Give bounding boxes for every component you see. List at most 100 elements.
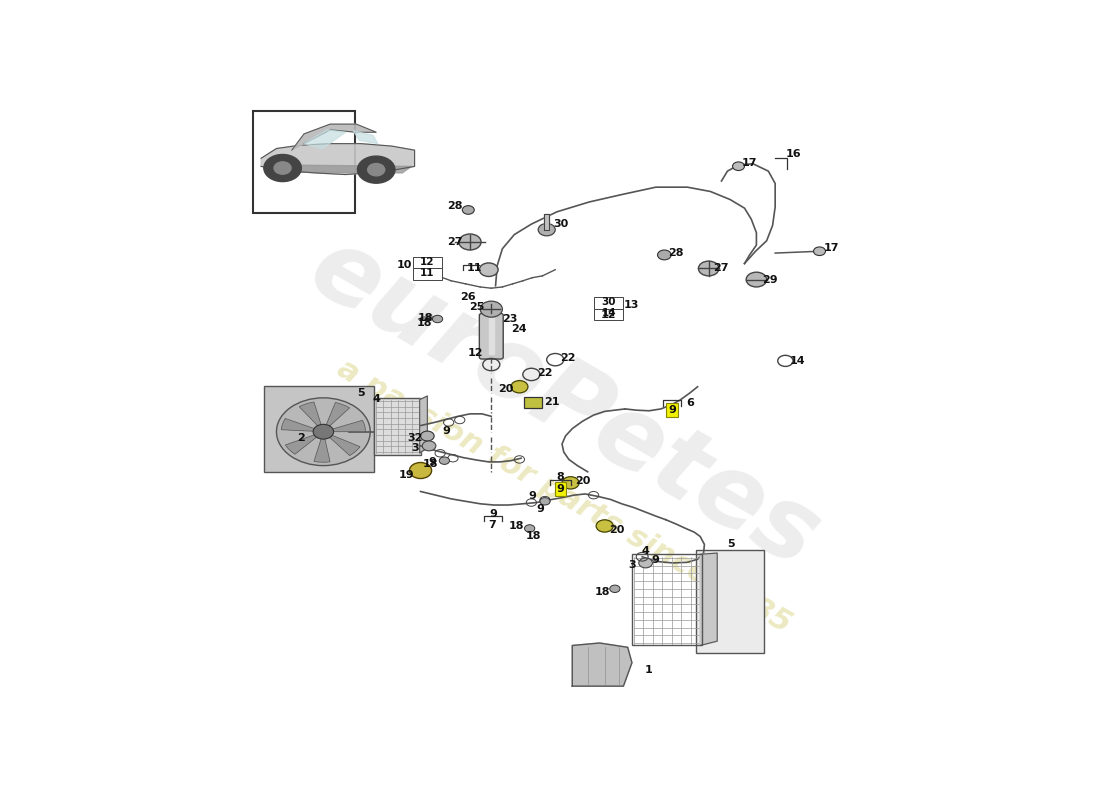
Text: 28: 28 [669,248,684,258]
Text: 22: 22 [537,368,552,378]
FancyArrow shape [420,315,436,321]
Circle shape [698,261,719,276]
Text: 25: 25 [469,302,484,312]
Text: 11: 11 [420,269,434,278]
Text: 18: 18 [424,459,439,470]
Text: 7: 7 [488,520,496,530]
Text: 17: 17 [824,242,839,253]
Polygon shape [304,130,345,149]
Circle shape [264,154,301,182]
Text: 21: 21 [544,397,560,407]
Text: 9: 9 [528,491,536,502]
Text: a passion for parts since 1985: a passion for parts since 1985 [331,354,796,639]
Text: 9: 9 [442,426,450,436]
Text: 18: 18 [416,318,431,328]
Text: 3: 3 [411,443,419,454]
Text: 9: 9 [651,555,659,566]
Circle shape [562,477,579,489]
Circle shape [358,156,395,183]
Circle shape [462,206,474,214]
Text: 3: 3 [628,560,636,570]
Polygon shape [572,643,631,686]
Polygon shape [488,318,494,354]
Circle shape [609,585,620,593]
FancyBboxPatch shape [412,258,442,269]
Circle shape [480,263,498,277]
Wedge shape [323,432,360,455]
Wedge shape [323,420,365,432]
Text: 30: 30 [553,219,569,229]
FancyBboxPatch shape [594,298,624,309]
Text: 9: 9 [429,457,437,467]
Text: 28: 28 [447,201,462,210]
Bar [253,111,355,213]
Circle shape [525,525,535,532]
Text: 11: 11 [466,263,482,274]
Text: 13: 13 [624,301,639,310]
FancyBboxPatch shape [412,269,442,279]
FancyBboxPatch shape [480,314,503,359]
Wedge shape [282,418,323,432]
Text: 14: 14 [602,309,616,318]
Text: 29: 29 [762,274,778,285]
Circle shape [459,234,481,250]
Polygon shape [264,165,411,173]
Text: 6: 6 [686,398,694,408]
Text: 12: 12 [420,258,434,267]
Circle shape [733,162,745,170]
Polygon shape [261,144,415,174]
Text: 8: 8 [557,472,564,482]
Circle shape [274,162,292,174]
Text: 27: 27 [447,237,462,247]
Text: 18: 18 [509,521,525,531]
Text: 18: 18 [594,587,609,597]
FancyBboxPatch shape [594,309,624,320]
Text: 2: 2 [297,433,305,443]
Text: 23: 23 [503,314,518,324]
Text: 10: 10 [397,260,412,270]
Circle shape [367,163,385,176]
Text: 32: 32 [407,433,422,443]
Circle shape [596,520,613,532]
Text: 4: 4 [641,546,649,556]
Text: 24: 24 [510,324,527,334]
Circle shape [814,247,825,255]
Text: 16: 16 [786,149,802,159]
Wedge shape [285,432,323,454]
FancyBboxPatch shape [696,550,764,654]
Circle shape [639,558,652,568]
Polygon shape [544,214,549,230]
Circle shape [422,441,436,451]
Polygon shape [353,130,377,144]
Text: 1: 1 [645,665,653,675]
Circle shape [314,424,333,439]
Text: 27: 27 [713,263,728,274]
Text: 9: 9 [490,509,497,518]
Circle shape [746,272,767,287]
Circle shape [420,431,434,441]
Circle shape [481,301,503,317]
Circle shape [409,462,431,478]
Polygon shape [264,386,374,472]
Text: 9: 9 [536,504,543,514]
Text: 22: 22 [560,354,575,363]
Text: 20: 20 [498,384,514,394]
Wedge shape [314,432,330,462]
Polygon shape [292,124,376,150]
Text: 9: 9 [668,405,676,415]
Text: 14: 14 [790,356,805,366]
Text: 5: 5 [358,388,365,398]
Polygon shape [700,553,717,646]
Text: 19: 19 [399,470,415,480]
Text: euroPetes: euroPetes [293,219,835,589]
Text: 4: 4 [372,394,381,404]
Text: 18: 18 [418,313,433,322]
Text: 30: 30 [602,298,616,307]
Text: 17: 17 [741,158,757,167]
FancyBboxPatch shape [524,397,542,408]
FancyBboxPatch shape [374,398,421,454]
Polygon shape [420,396,427,453]
Text: 20: 20 [575,476,591,486]
Circle shape [540,498,550,505]
Text: 12: 12 [602,310,617,320]
